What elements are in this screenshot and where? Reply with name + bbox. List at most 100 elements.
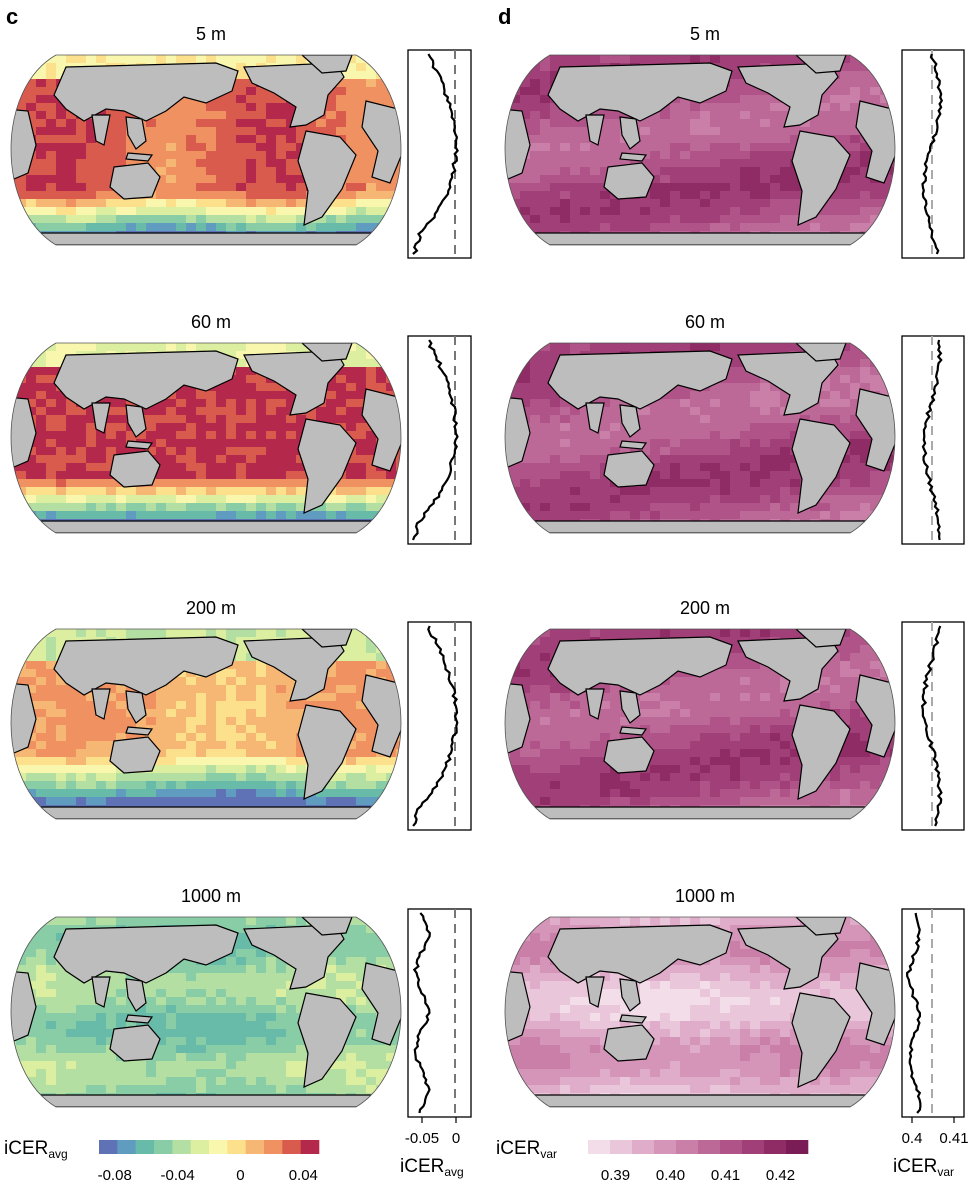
- panel-letter-d: d: [498, 4, 511, 29]
- landmass: [11, 108, 37, 180]
- landmass: [619, 116, 641, 150]
- colorbar-swatch: [610, 1140, 633, 1154]
- profile-line: [921, 339, 943, 541]
- landmass: [125, 116, 147, 150]
- landmass: [125, 726, 154, 736]
- colorbar-c-tick-0: -0.08: [98, 1167, 132, 1184]
- map-outline: [10, 628, 402, 820]
- landmass: [505, 108, 531, 180]
- colorbar-d-tick-1: 0.40: [656, 1167, 685, 1184]
- landmass: [791, 130, 851, 226]
- landmass: [791, 418, 851, 514]
- colorbar-swatch: [676, 1140, 699, 1154]
- landmass: [603, 162, 655, 200]
- colorbar-d-tick-2: 0.41: [711, 1167, 740, 1184]
- landmass: [23, 1094, 389, 1107]
- landmass: [23, 520, 389, 533]
- landmass: [23, 806, 389, 819]
- landmass: [585, 976, 605, 1008]
- colorbar-swatch: [99, 1140, 118, 1154]
- depth-title-d-200m: 200 m: [680, 598, 730, 618]
- landmass: [300, 917, 353, 936]
- land-masses: [11, 55, 401, 245]
- profile-d-tick-040: 0.4: [902, 1130, 923, 1147]
- colorbar-swatch: [209, 1140, 228, 1154]
- profile-line: [411, 339, 459, 541]
- depth-title-c-60m: 60 m: [191, 312, 231, 332]
- map-outline: [504, 54, 896, 246]
- profile-d-5m: [901, 49, 965, 259]
- landmass: [91, 402, 111, 434]
- landmass: [517, 520, 883, 533]
- landmass: [603, 450, 655, 488]
- landmass: [603, 736, 655, 774]
- profile-d-1000m: [901, 908, 965, 1118]
- colorbar-swatch: [282, 1140, 301, 1154]
- colorbar-d-label: iCERvar: [496, 1138, 557, 1161]
- profile-c-tick-neg005: -0.05: [405, 1130, 439, 1147]
- map-c-200m: [10, 628, 402, 820]
- landmass: [125, 440, 154, 450]
- land-masses: [505, 917, 895, 1107]
- landmass: [125, 978, 147, 1012]
- colorbar-swatch: [654, 1140, 677, 1154]
- landmass: [11, 396, 37, 468]
- colorbar-c-tick-1: -0.04: [160, 1167, 194, 1184]
- landmass: [297, 704, 357, 800]
- colorbar-swatch: [227, 1140, 246, 1154]
- colorbar-swatch: [135, 1140, 155, 1154]
- colorbar-swatch: [245, 1140, 265, 1154]
- colorbar-swatch: [190, 1140, 210, 1154]
- map-outline: [504, 628, 896, 820]
- landmass: [791, 704, 851, 800]
- colorbar-d-tick-3: 0.42: [766, 1167, 795, 1184]
- landmass: [11, 970, 37, 1042]
- landmass: [125, 404, 147, 438]
- profile-d-200m: [901, 621, 965, 831]
- colorbar-swatch: [117, 1140, 136, 1154]
- landmass: [619, 440, 648, 450]
- depth-title-c-5m: 5 m: [196, 24, 226, 44]
- landmass: [794, 917, 847, 936]
- landmass: [619, 690, 641, 724]
- depth-title-c-200m: 200 m: [186, 598, 236, 618]
- colorbar-swatch: [588, 1140, 611, 1154]
- landmass: [603, 1024, 655, 1062]
- landmass: [517, 1094, 883, 1107]
- landmass: [517, 806, 883, 819]
- landmass: [517, 232, 883, 245]
- landmass: [737, 924, 839, 990]
- land-masses: [505, 343, 895, 533]
- colorbar-swatch: [300, 1140, 320, 1154]
- map-c-60m: [10, 342, 402, 534]
- colorbar-c-tick-2: 0: [236, 1167, 244, 1184]
- land-masses: [505, 55, 895, 245]
- landmass: [619, 152, 648, 162]
- landmass: [585, 114, 605, 146]
- landmass: [547, 636, 733, 696]
- depth-title-c-1000m: 1000 m: [181, 886, 241, 906]
- colorbar-swatch: [264, 1140, 283, 1154]
- landmass: [300, 55, 353, 74]
- depth-title-d-5m: 5 m: [690, 24, 720, 44]
- profile-c-200m: [407, 621, 472, 831]
- map-outline: [10, 54, 402, 246]
- landmass: [243, 924, 345, 990]
- depth-title-d-1000m: 1000 m: [675, 886, 735, 906]
- map-outline: [10, 342, 402, 534]
- landmass: [505, 396, 531, 468]
- landmass: [585, 688, 605, 720]
- land-masses: [11, 629, 401, 819]
- profile-c-60m: [407, 335, 472, 545]
- profile-line: [921, 53, 944, 255]
- colorbar-d: [588, 1140, 809, 1154]
- landmass: [547, 350, 733, 410]
- landmass: [619, 978, 641, 1012]
- landmass: [243, 62, 345, 128]
- profile-line: [412, 625, 459, 827]
- landmass: [547, 62, 733, 122]
- landmass: [243, 636, 345, 702]
- map-outline: [504, 342, 896, 534]
- map-d-60m: [504, 342, 896, 534]
